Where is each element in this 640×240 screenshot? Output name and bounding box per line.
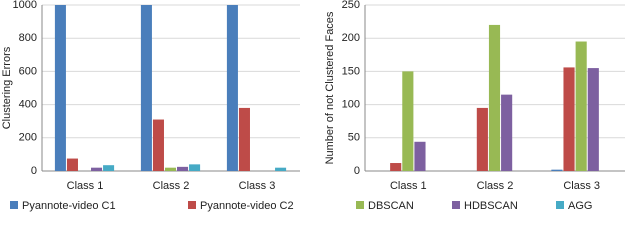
bar xyxy=(402,71,414,171)
y-tick-label: 600 xyxy=(19,65,37,77)
y-axis-title: Number of not Clustered Faces xyxy=(324,11,336,164)
page: {"chart_data": [ {"type": "bar", "ylabel… xyxy=(1,0,625,212)
bar xyxy=(164,167,177,171)
y-tick-label: 0 xyxy=(354,165,360,177)
legend-label: Pyannote-video C2 xyxy=(200,200,294,212)
bar xyxy=(414,141,426,171)
y-axis-title: Clustering Errors xyxy=(1,46,13,129)
bar xyxy=(152,119,164,171)
bar xyxy=(103,165,115,171)
x-tick-label: Class 1 xyxy=(390,180,427,192)
y-tick-label: 1000 xyxy=(13,0,37,11)
bar xyxy=(551,169,563,171)
bar xyxy=(501,94,513,171)
bar xyxy=(177,166,189,171)
x-tick-label: Class 3 xyxy=(239,180,276,192)
y-tick-label: 150 xyxy=(342,65,360,77)
bar xyxy=(563,67,575,171)
y-tick-label: 200 xyxy=(19,132,37,144)
bar xyxy=(275,167,287,171)
bar xyxy=(140,5,152,171)
x-tick-label: Class 2 xyxy=(153,180,190,192)
y-tick-label: 250 xyxy=(342,0,360,11)
y-tick-label: 0 xyxy=(31,165,37,177)
bar xyxy=(189,164,201,171)
legend-swatch xyxy=(356,201,364,209)
legend-label: Pyannote-video C1 xyxy=(22,200,116,212)
legend-swatch xyxy=(556,201,564,209)
bar xyxy=(587,68,599,171)
legend-swatch xyxy=(452,201,460,209)
legend-swatch xyxy=(10,201,18,209)
bar xyxy=(54,5,66,171)
y-tick-label: 50 xyxy=(348,132,360,144)
legend-swatch xyxy=(188,201,196,209)
y-tick-label: 400 xyxy=(19,99,37,111)
y-tick-label: 200 xyxy=(342,32,360,44)
legend-label: HDBSCAN xyxy=(464,200,518,212)
legend-label: AGG xyxy=(568,200,592,212)
bar xyxy=(226,5,238,171)
bar xyxy=(488,24,501,172)
bar xyxy=(575,41,587,171)
y-tick-label: 100 xyxy=(342,99,360,111)
x-tick-label: Class 3 xyxy=(563,180,600,192)
bar xyxy=(238,107,250,171)
bar xyxy=(390,163,402,171)
y-tick-label: 800 xyxy=(19,32,37,44)
bar xyxy=(66,158,78,171)
bar xyxy=(476,107,488,171)
legend-label: DBSCAN xyxy=(368,200,414,212)
x-tick-label: Class 1 xyxy=(67,180,104,192)
bar xyxy=(91,167,103,171)
figure: Clustering Errors02004006008001000Class … xyxy=(1,0,625,212)
x-tick-label: Class 2 xyxy=(477,180,514,192)
